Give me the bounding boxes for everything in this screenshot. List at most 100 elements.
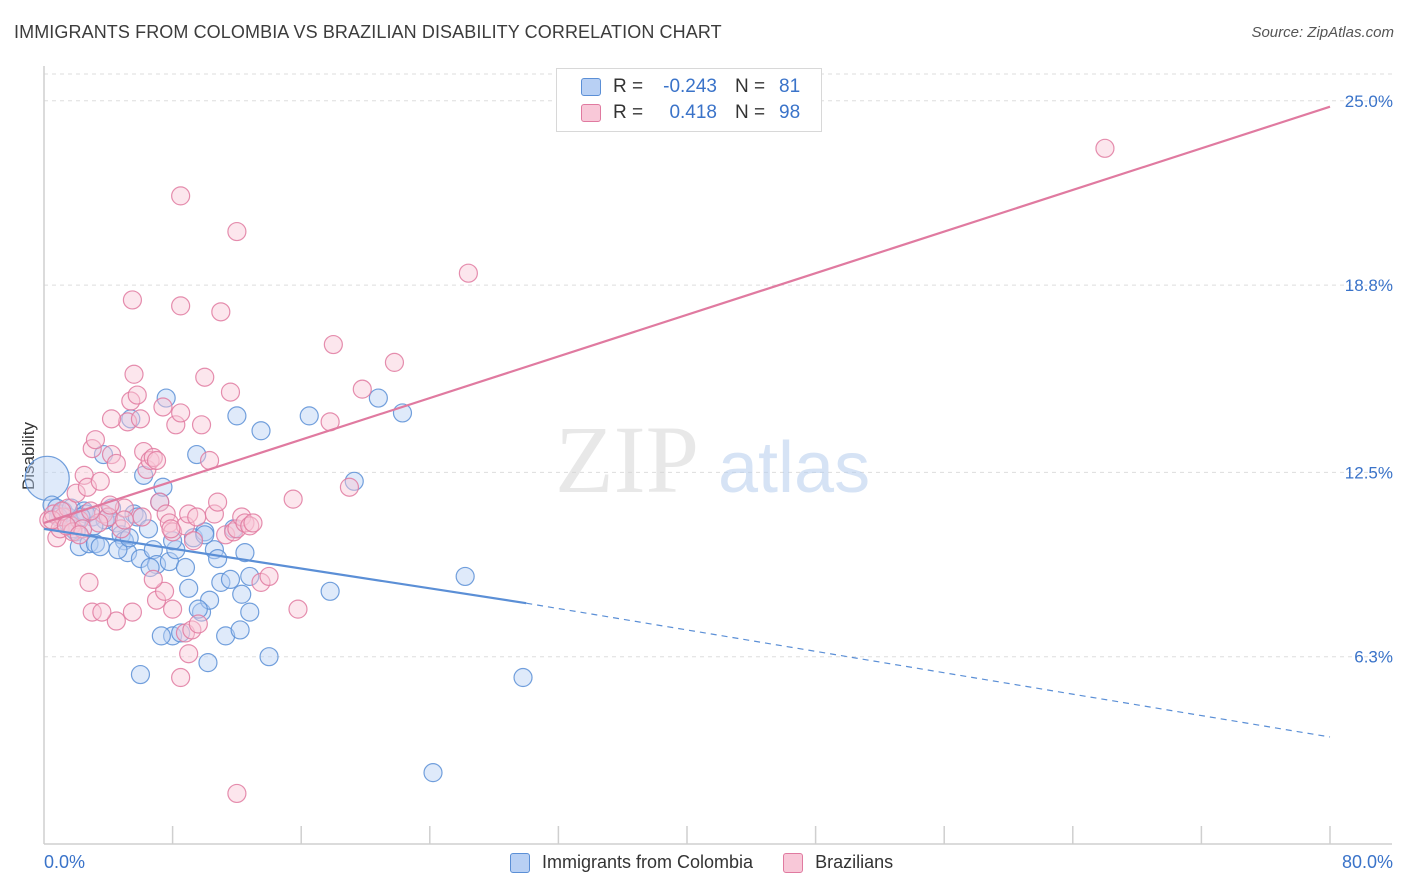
series-swatch-brazilians — [783, 852, 804, 873]
brazilians-point — [208, 492, 228, 512]
brazilians-point — [179, 644, 199, 664]
colombia-point — [232, 584, 252, 604]
brazilians-point — [166, 415, 186, 435]
brazilians-point — [191, 415, 212, 435]
colombia-point — [455, 566, 475, 587]
brazilians-point — [101, 409, 122, 429]
colombia-point — [220, 569, 241, 590]
legend-n-label: N = — [735, 102, 766, 123]
brazilians-point — [140, 450, 160, 471]
brazilians-point — [132, 507, 152, 527]
brazilians-point — [146, 450, 167, 471]
colombia-point — [230, 620, 250, 640]
brazilians-point — [163, 599, 183, 619]
legend-n-value: 98 — [779, 102, 801, 123]
brazilians-point — [458, 263, 478, 283]
brazilians-point — [227, 221, 247, 242]
brazilians-point — [150, 492, 170, 512]
brazilians-point — [122, 602, 143, 622]
brazilians-point — [106, 611, 126, 631]
watermark: ZIP atlas — [555, 406, 870, 513]
legend-swatch-brazilians — [581, 104, 601, 122]
points-layer — [24, 138, 1115, 804]
colombia-point — [188, 599, 208, 619]
brazilians-point — [124, 364, 144, 384]
brazilians-point — [259, 566, 279, 587]
brazilians-point — [220, 382, 241, 402]
legend-swatch-colombia — [581, 78, 601, 96]
colombia-point — [171, 623, 191, 643]
brazilians-point — [227, 783, 247, 804]
y-tick-label-1: 12.5% — [1345, 463, 1393, 482]
brazilians-point — [66, 483, 86, 503]
brazilians-point — [85, 430, 106, 450]
series-legend: Immigrants from Colombia Brazilians — [510, 852, 923, 873]
colombia-point — [140, 557, 160, 578]
brazilians-point — [171, 667, 191, 688]
colombia-point — [198, 653, 218, 673]
series-label-colombia: Immigrants from Colombia — [542, 852, 754, 872]
brazilians-point — [211, 302, 231, 322]
brazilians-point — [171, 186, 191, 206]
brazilians-point — [161, 519, 181, 539]
colombia-point — [423, 763, 443, 783]
colombia-point — [299, 406, 319, 426]
brazilians-point — [82, 602, 102, 622]
colombia-point — [24, 455, 70, 501]
colombia-point — [175, 557, 196, 578]
y-tick-labels: 6.3% 12.5% 18.8% 25.0% — [1345, 92, 1393, 667]
chart-title: IMMIGRANTS FROM COLOMBIA VS BRAZILIAN DI… — [14, 22, 722, 42]
brazilians-point — [106, 453, 126, 474]
brazilians-point — [187, 507, 207, 527]
y-axis-label: Disability — [19, 421, 38, 490]
colombia-point — [179, 578, 199, 598]
watermark-zip: ZIP — [555, 406, 699, 513]
brazilians-point — [283, 489, 303, 509]
brazilians-point — [114, 510, 134, 530]
trend-layer — [43, 105, 1331, 738]
brazilians-point — [240, 516, 260, 536]
y-tick-label-0: 6.3% — [1354, 648, 1393, 667]
brazilians-point — [323, 334, 343, 355]
brazilians-point — [188, 614, 208, 634]
brazilians-point — [153, 397, 173, 417]
brazilians-point — [154, 581, 175, 601]
colombia-point — [251, 421, 271, 441]
brazilians-point — [90, 471, 110, 491]
legend-r-label: R = — [613, 102, 644, 123]
brazilians-point — [195, 367, 215, 387]
brazilians-trend-line — [43, 105, 1331, 524]
brazilians-point — [1095, 138, 1115, 158]
colombia-point — [368, 388, 388, 408]
series-legend-colombia: Immigrants from Colombia — [510, 852, 753, 873]
series-swatch-colombia — [510, 852, 530, 873]
legend-r-value: -0.243 — [663, 76, 717, 97]
y-tick-label-2: 18.8% — [1345, 276, 1393, 295]
colombia-point — [513, 667, 533, 688]
colombia-point — [320, 581, 340, 601]
brazilians-point — [339, 477, 360, 497]
colombia-point — [259, 647, 279, 667]
colombia-point — [208, 548, 228, 569]
series-label-brazilians: Brazilians — [815, 852, 894, 872]
colombia-point — [227, 406, 247, 426]
colombia-point — [240, 566, 260, 587]
grid-layer — [43, 66, 1392, 845]
correlation-legend: R = -0.243 N = 81 R = 0.418 N = 98 — [556, 68, 822, 132]
colombia-trend-extension — [526, 602, 1331, 738]
colombia-point — [151, 626, 171, 646]
brazilians-point — [204, 504, 224, 524]
brazilians-point — [183, 531, 204, 551]
legend-r-value: 0.418 — [669, 102, 717, 123]
brazilians-point — [384, 352, 405, 372]
colombia-trend-line — [43, 527, 527, 605]
y-tick-label-3: 25.0% — [1345, 92, 1393, 111]
brazilians-point — [143, 447, 163, 468]
brazilians-point — [101, 444, 122, 465]
brazilians-point — [171, 403, 191, 423]
legend-r-label: R = — [613, 76, 644, 97]
colombia-point — [216, 626, 236, 646]
legend-n-value: 81 — [779, 76, 801, 97]
colombia-point — [240, 602, 260, 622]
